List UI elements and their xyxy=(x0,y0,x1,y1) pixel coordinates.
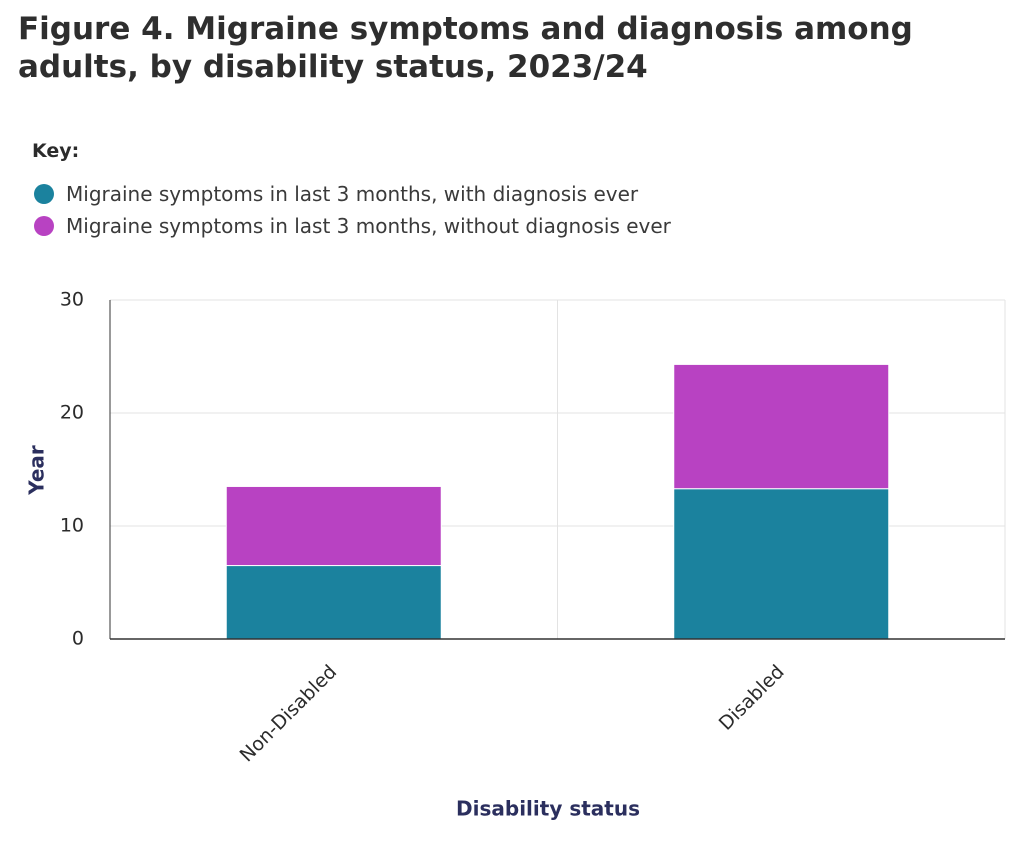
y-tick-label: 10 xyxy=(60,515,84,537)
x-axis-label: Disability status xyxy=(456,797,640,821)
chart-title: Figure 4. Migraine symptoms and diagnosi… xyxy=(18,11,913,85)
y-tick-label: 0 xyxy=(72,628,84,650)
legend-swatch xyxy=(34,184,54,204)
bar-segment xyxy=(673,488,890,640)
legend-title: Key: xyxy=(32,140,80,162)
legend-label: Migraine symptoms in last 3 months, with… xyxy=(66,182,639,206)
bar-segment xyxy=(225,485,442,567)
legend-item: Migraine symptoms in last 3 months, with… xyxy=(34,178,671,210)
legend-item: Migraine symptoms in last 3 months, with… xyxy=(34,210,671,242)
legend-swatch xyxy=(34,216,54,236)
y-axis-label: Year xyxy=(25,445,49,496)
legend: Migraine symptoms in last 3 months, with… xyxy=(34,178,671,242)
y-tick-label: 30 xyxy=(60,289,84,311)
x-tick-label: Non-Disabled xyxy=(236,661,342,767)
bar-segment xyxy=(673,363,890,490)
x-tick-label: Disabled xyxy=(715,661,789,735)
y-tick-label: 20 xyxy=(60,402,84,424)
bar-segment xyxy=(225,565,442,640)
legend-label: Migraine symptoms in last 3 months, with… xyxy=(66,214,671,238)
